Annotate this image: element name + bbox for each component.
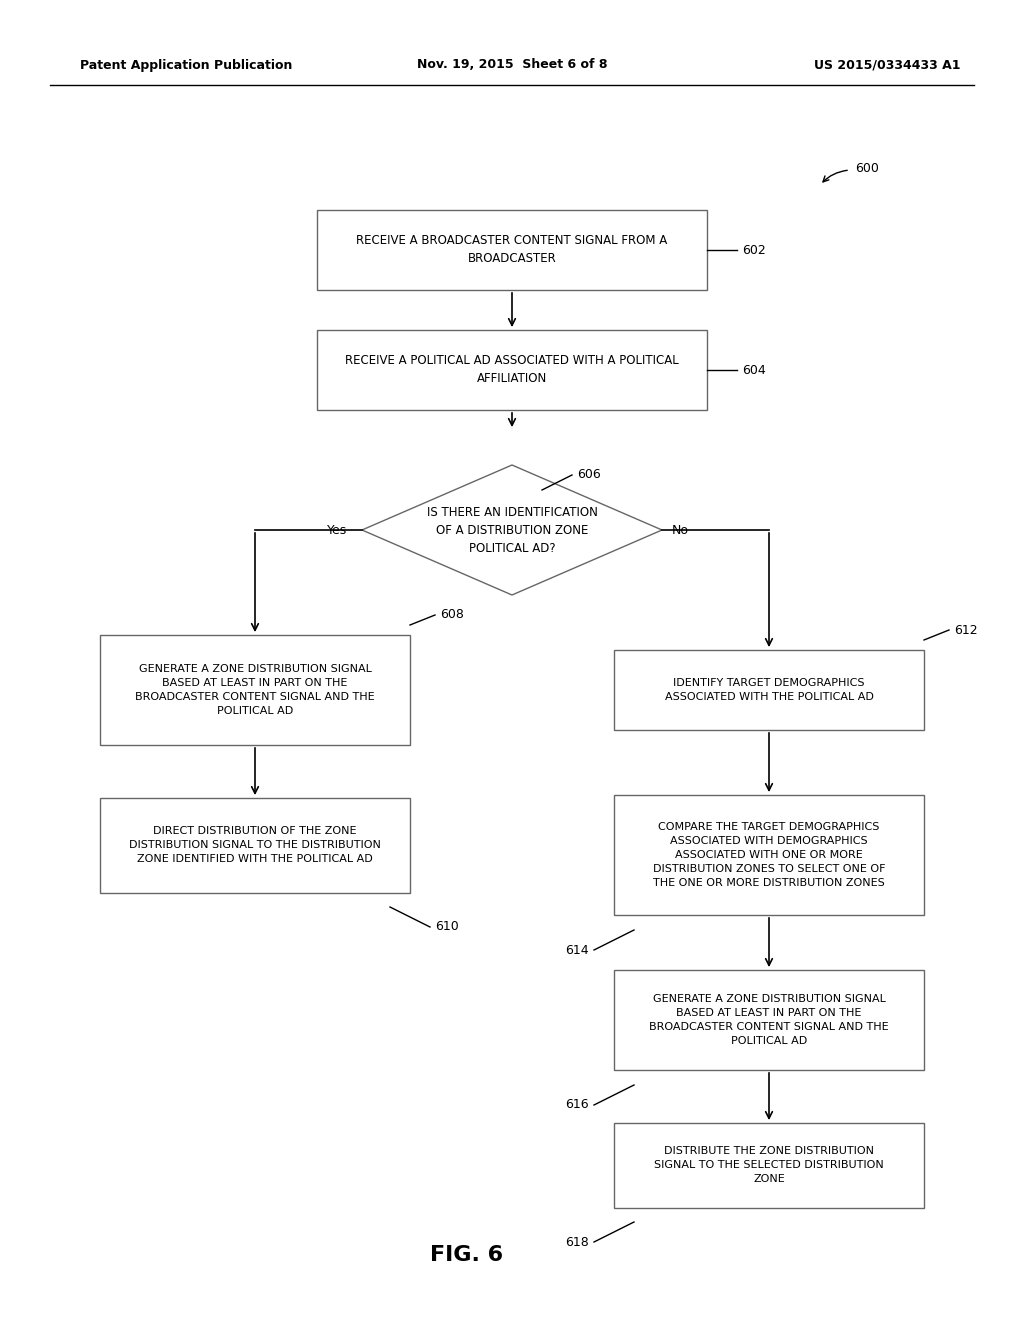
Bar xyxy=(100,797,410,892)
Text: Patent Application Publication: Patent Application Publication xyxy=(80,58,293,71)
Text: 600: 600 xyxy=(855,161,879,174)
Text: DISTRIBUTE THE ZONE DISTRIBUTION
SIGNAL TO THE SELECTED DISTRIBUTION
ZONE: DISTRIBUTE THE ZONE DISTRIBUTION SIGNAL … xyxy=(654,1146,884,1184)
Text: IDENTIFY TARGET DEMOGRAPHICS
ASSOCIATED WITH THE POLITICAL AD: IDENTIFY TARGET DEMOGRAPHICS ASSOCIATED … xyxy=(665,678,873,702)
Text: RECEIVE A POLITICAL AD ASSOCIATED WITH A POLITICAL
AFFILIATION: RECEIVE A POLITICAL AD ASSOCIATED WITH A… xyxy=(345,355,679,385)
Bar xyxy=(317,210,707,290)
Bar xyxy=(614,970,924,1071)
Text: 612: 612 xyxy=(954,623,978,636)
Bar xyxy=(614,795,924,915)
Text: Yes: Yes xyxy=(327,524,347,536)
Text: Nov. 19, 2015  Sheet 6 of 8: Nov. 19, 2015 Sheet 6 of 8 xyxy=(417,58,607,71)
Text: IS THERE AN IDENTIFICATION
OF A DISTRIBUTION ZONE
POLITICAL AD?: IS THERE AN IDENTIFICATION OF A DISTRIBU… xyxy=(427,506,597,554)
Text: DIRECT DISTRIBUTION OF THE ZONE
DISTRIBUTION SIGNAL TO THE DISTRIBUTION
ZONE IDE: DIRECT DISTRIBUTION OF THE ZONE DISTRIBU… xyxy=(129,826,381,865)
Text: 608: 608 xyxy=(440,609,464,622)
Text: 602: 602 xyxy=(742,243,766,256)
Bar xyxy=(614,1122,924,1208)
Text: 604: 604 xyxy=(742,363,766,376)
Text: 610: 610 xyxy=(435,920,459,933)
Text: 618: 618 xyxy=(565,1236,589,1249)
Text: GENERATE A ZONE DISTRIBUTION SIGNAL
BASED AT LEAST IN PART ON THE
BROADCASTER CO: GENERATE A ZONE DISTRIBUTION SIGNAL BASE… xyxy=(135,664,375,715)
Text: FIG. 6: FIG. 6 xyxy=(430,1245,503,1265)
Text: 606: 606 xyxy=(577,469,601,482)
Text: US 2015/0334433 A1: US 2015/0334433 A1 xyxy=(813,58,961,71)
Text: No: No xyxy=(672,524,689,536)
Bar xyxy=(317,330,707,411)
Text: RECEIVE A BROADCASTER CONTENT SIGNAL FROM A
BROADCASTER: RECEIVE A BROADCASTER CONTENT SIGNAL FRO… xyxy=(356,235,668,265)
Polygon shape xyxy=(362,465,662,595)
Bar xyxy=(614,649,924,730)
Bar xyxy=(100,635,410,744)
Text: 614: 614 xyxy=(565,944,589,957)
Text: GENERATE A ZONE DISTRIBUTION SIGNAL
BASED AT LEAST IN PART ON THE
BROADCASTER CO: GENERATE A ZONE DISTRIBUTION SIGNAL BASE… xyxy=(649,994,889,1045)
Text: COMPARE THE TARGET DEMOGRAPHICS
ASSOCIATED WITH DEMOGRAPHICS
ASSOCIATED WITH ONE: COMPARE THE TARGET DEMOGRAPHICS ASSOCIAT… xyxy=(652,822,886,888)
Text: 616: 616 xyxy=(565,1098,589,1111)
